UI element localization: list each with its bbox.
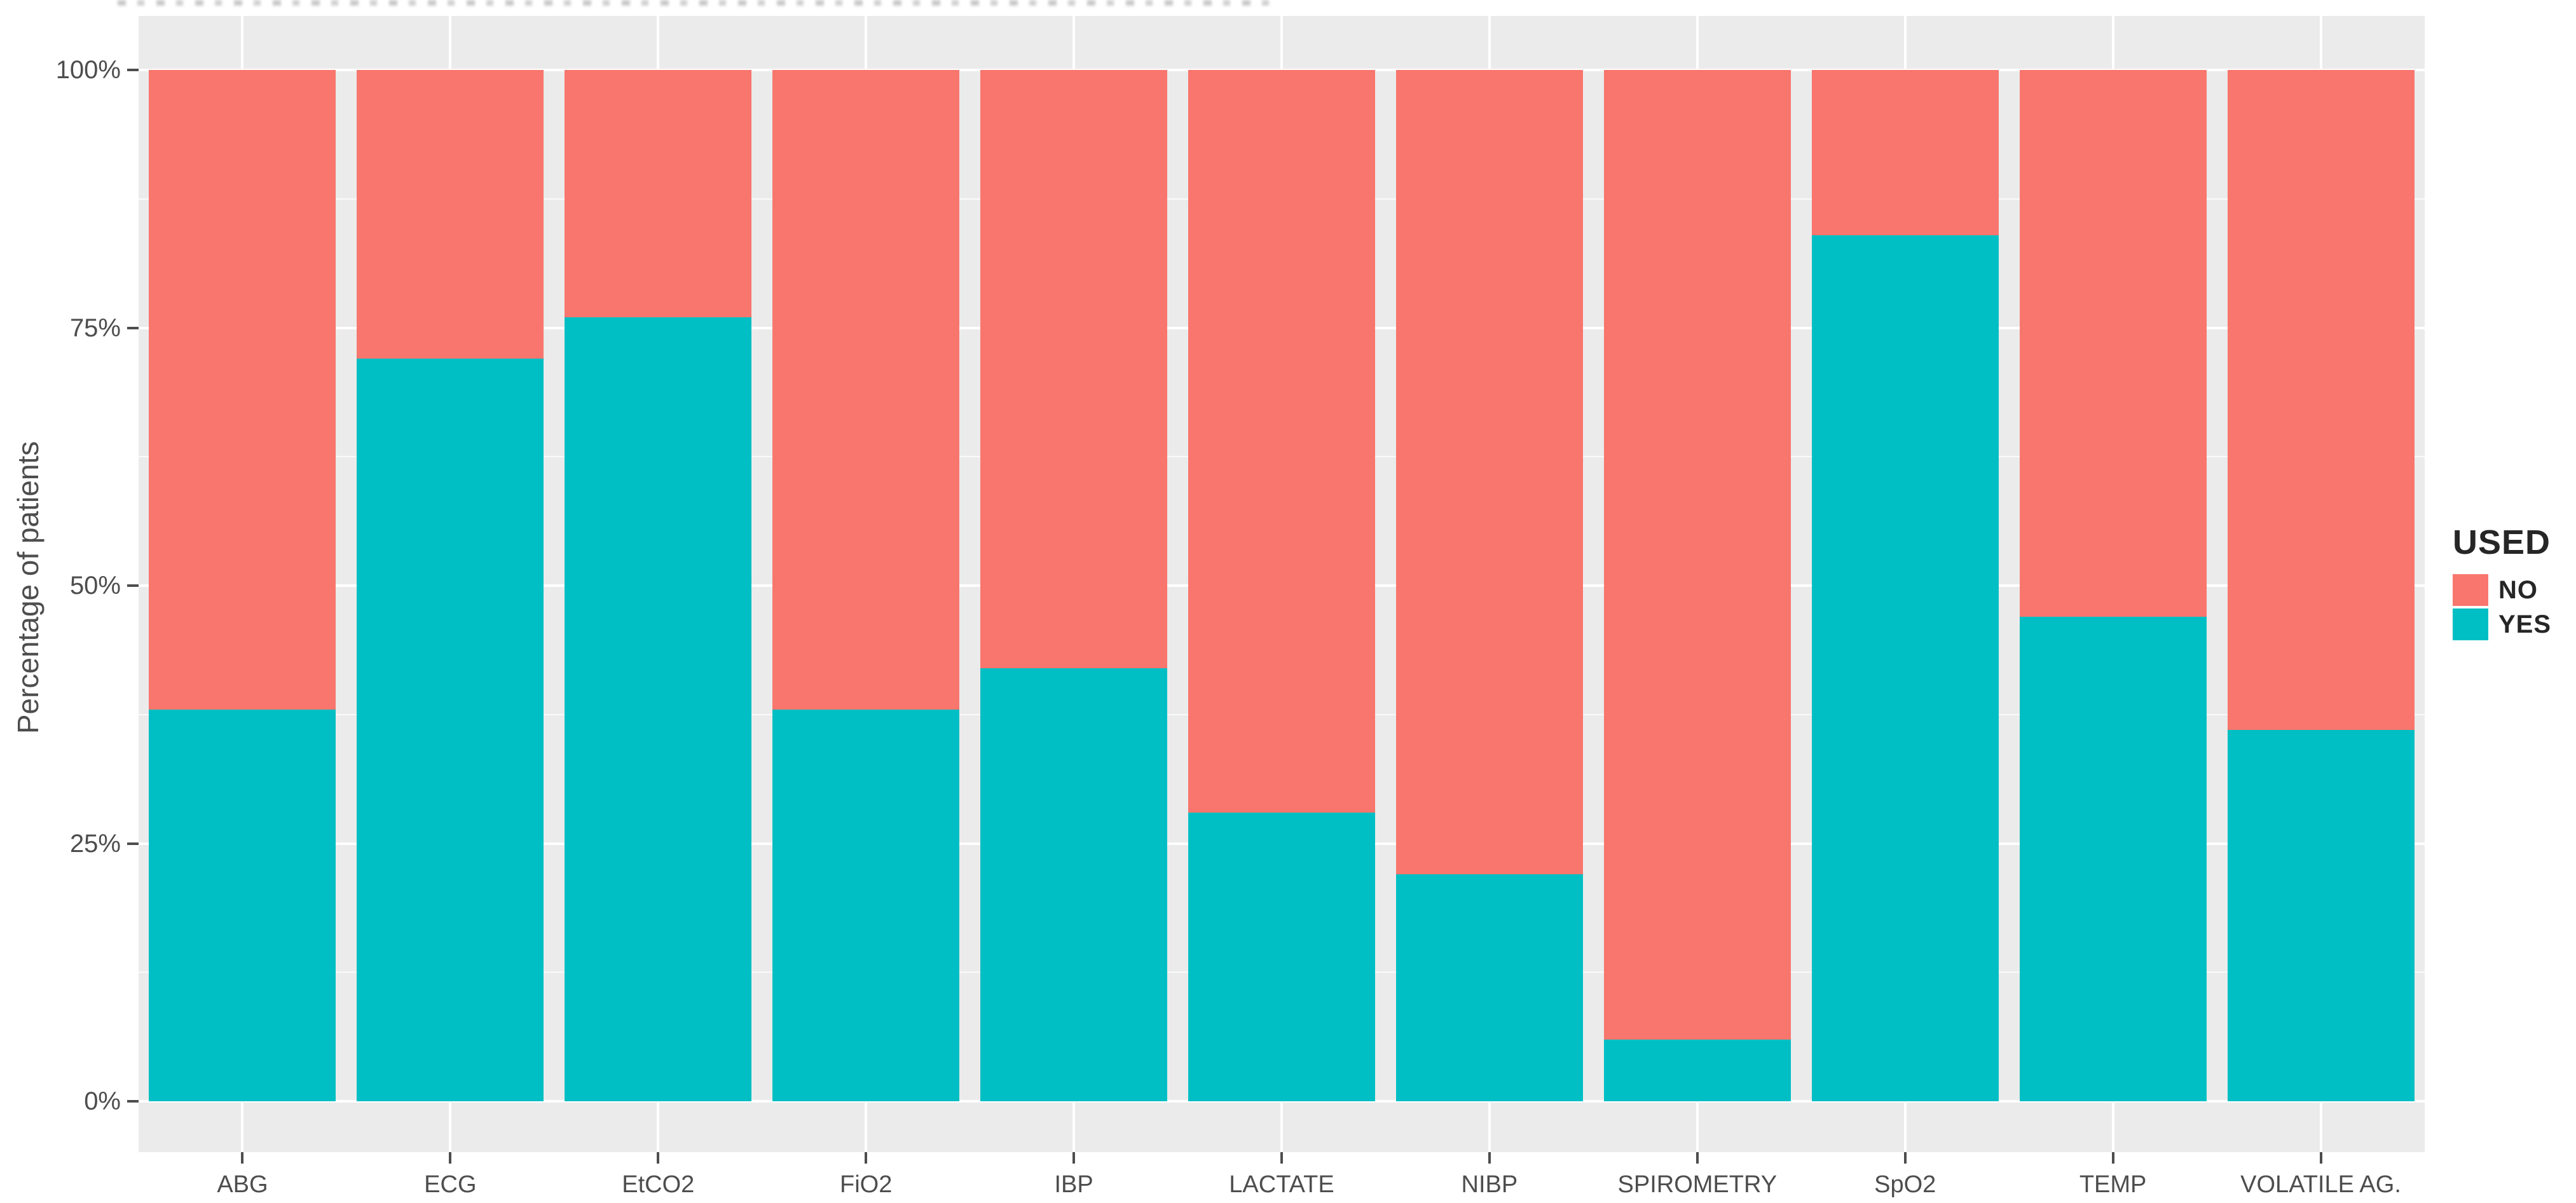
bar-abg — [149, 70, 336, 1101]
segment-no — [980, 70, 1168, 668]
x-tick — [1072, 1152, 1076, 1164]
x-tick-label: SpO2 — [1874, 1171, 1936, 1198]
legend: USED NO YES — [2453, 523, 2551, 642]
segment-no — [772, 70, 960, 710]
segment-yes — [2227, 730, 2415, 1101]
segment-yes — [565, 317, 752, 1101]
legend-title: USED — [2453, 523, 2551, 561]
segment-no — [357, 70, 544, 359]
y-tick — [127, 1100, 139, 1103]
y-tick-label: 0% — [84, 1087, 121, 1115]
segment-no — [1395, 70, 1583, 875]
x-tick-label: NIBP — [1461, 1171, 1518, 1198]
x-tick — [2319, 1152, 2322, 1164]
x-tick — [1488, 1152, 1491, 1164]
x-tick-label: EtCO2 — [622, 1171, 695, 1198]
cropped-text-artifact — [118, 0, 1271, 6]
x-tick-label: FiO2 — [839, 1171, 893, 1198]
segment-no — [2227, 70, 2415, 731]
bar-etco2 — [565, 70, 752, 1101]
legend-entry-no: NO — [2453, 574, 2551, 607]
legend-label: YES — [2498, 610, 2552, 638]
x-tick-label: SPIROMETRY — [1617, 1171, 1778, 1198]
segment-no — [149, 70, 336, 710]
bar-nibp — [1395, 70, 1583, 1101]
y-tick-label: 50% — [69, 572, 121, 600]
x-tick-label: ABG — [217, 1171, 268, 1198]
y-tick — [127, 326, 139, 329]
segment-yes — [2019, 616, 2207, 1101]
segment-yes — [357, 359, 544, 1101]
bar-lactate — [1188, 70, 1375, 1101]
bar-spirometry — [1603, 70, 1791, 1101]
legend-swatch-no — [2453, 574, 2488, 606]
segment-yes — [1603, 1039, 1791, 1101]
segment-yes — [1811, 235, 1999, 1101]
y-tick — [127, 584, 139, 587]
legend-label: NO — [2498, 575, 2538, 604]
x-tick-label: TEMP — [2079, 1171, 2147, 1198]
y-tick-label: 75% — [69, 313, 121, 342]
x-tick — [657, 1152, 660, 1164]
segment-no — [565, 70, 752, 318]
bar-temp — [2019, 70, 2207, 1101]
y-tick — [127, 842, 139, 845]
y-tick-label: 100% — [55, 56, 121, 84]
x-tick-label: VOLATILE AG. — [2240, 1171, 2401, 1198]
x-tick-label: LACTATE — [1229, 1171, 1334, 1198]
bar-spo2 — [1811, 70, 1999, 1101]
bar-volatile-ag- — [2227, 70, 2415, 1101]
segment-yes — [980, 668, 1168, 1101]
bar-fio2 — [772, 70, 960, 1101]
x-tick-label: IBP — [1054, 1171, 1093, 1198]
segment-yes — [1395, 874, 1583, 1101]
legend-entry-yes: YES — [2453, 608, 2551, 641]
x-tick — [2111, 1152, 2114, 1164]
x-tick — [1696, 1152, 1699, 1164]
segment-yes — [772, 709, 960, 1101]
x-tick — [865, 1152, 868, 1164]
x-tick — [449, 1152, 452, 1164]
x-tick — [241, 1152, 244, 1164]
plot-panel — [139, 16, 2425, 1152]
y-tick — [127, 69, 139, 71]
segment-yes — [1188, 812, 1375, 1101]
segment-no — [2019, 70, 2207, 617]
segment-no — [1603, 70, 1791, 1040]
x-tick — [1280, 1152, 1283, 1164]
x-tick-label: ECG — [424, 1171, 477, 1198]
x-tick — [1903, 1152, 1907, 1164]
y-tick-label: 25% — [69, 829, 121, 858]
segment-yes — [149, 709, 336, 1101]
segment-no — [1188, 70, 1375, 813]
legend-swatch-yes — [2453, 608, 2488, 640]
bar-ecg — [357, 70, 544, 1101]
bar-ibp — [980, 70, 1168, 1101]
segment-no — [1811, 70, 1999, 235]
